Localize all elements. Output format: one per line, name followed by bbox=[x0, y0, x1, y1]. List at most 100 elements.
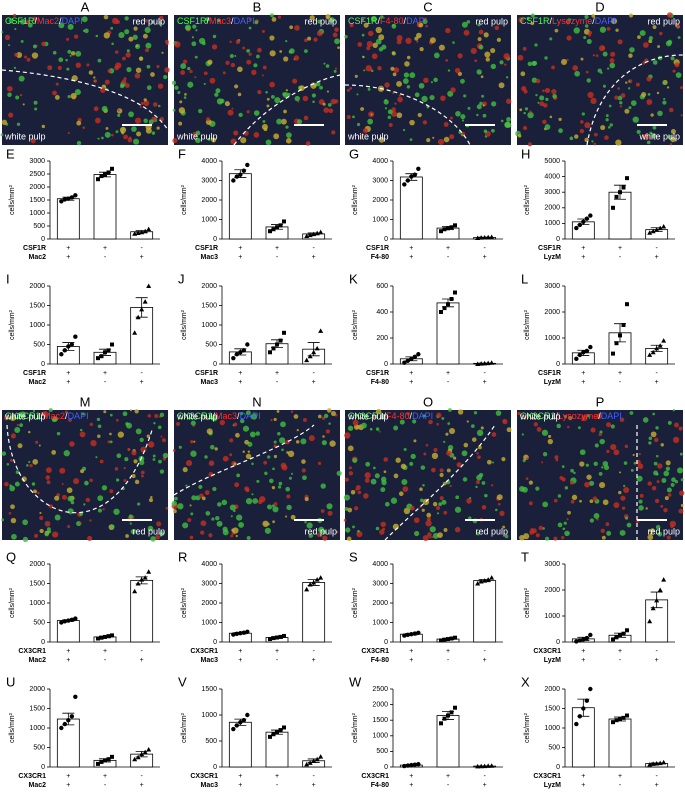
data-point bbox=[311, 758, 317, 763]
data-point bbox=[402, 763, 407, 769]
marker-sign: - bbox=[447, 379, 450, 386]
data-point bbox=[238, 720, 243, 725]
y-axis-label: cells/mm² bbox=[352, 309, 359, 340]
cell bbox=[246, 536, 251, 540]
cell bbox=[494, 25, 500, 31]
y-tick-label: 2000 bbox=[201, 197, 217, 204]
data-point bbox=[106, 170, 111, 175]
marker-sign: + bbox=[238, 379, 242, 386]
marker-name: CSF1R bbox=[538, 245, 561, 252]
micrograph-bg bbox=[174, 15, 340, 145]
cell bbox=[88, 70, 94, 75]
cell bbox=[436, 512, 440, 515]
cell bbox=[264, 471, 268, 476]
cell bbox=[663, 470, 670, 477]
cell bbox=[194, 55, 198, 59]
cell bbox=[143, 100, 150, 107]
data-point bbox=[96, 636, 100, 641]
marker-sign: - bbox=[483, 648, 486, 655]
cell bbox=[54, 495, 60, 501]
cell bbox=[61, 494, 67, 500]
cell bbox=[246, 48, 251, 53]
marker-name: CSF1R bbox=[23, 245, 46, 252]
data-point bbox=[574, 639, 579, 644]
cell bbox=[387, 109, 393, 115]
marker-sign: - bbox=[140, 245, 143, 252]
cell bbox=[224, 101, 230, 107]
cell bbox=[45, 475, 51, 480]
marker-sign: + bbox=[140, 657, 144, 664]
cell bbox=[656, 91, 660, 95]
cell bbox=[14, 427, 21, 433]
cell bbox=[393, 473, 399, 479]
cell bbox=[535, 533, 540, 538]
separator: / bbox=[213, 411, 216, 421]
marker-sign: + bbox=[103, 245, 107, 252]
cell bbox=[421, 508, 425, 512]
data-point bbox=[449, 225, 454, 230]
cell bbox=[461, 133, 464, 137]
cell bbox=[208, 533, 213, 538]
data-point bbox=[282, 725, 286, 730]
data-point bbox=[442, 716, 447, 721]
cell bbox=[97, 58, 102, 63]
data-point bbox=[611, 720, 615, 725]
data-point bbox=[59, 725, 64, 731]
cell bbox=[82, 126, 85, 129]
cell bbox=[657, 463, 663, 469]
cell bbox=[266, 504, 273, 510]
data-point bbox=[96, 761, 100, 766]
data-point bbox=[304, 761, 310, 767]
cell bbox=[593, 461, 598, 467]
cell bbox=[237, 92, 242, 97]
cell bbox=[445, 27, 451, 34]
cell bbox=[48, 408, 53, 413]
separator: / bbox=[384, 411, 387, 421]
y-tick-label: 1000 bbox=[544, 613, 560, 620]
cell bbox=[157, 104, 161, 108]
cell bbox=[150, 495, 153, 499]
cell bbox=[145, 42, 152, 49]
marker-name: CSF1R bbox=[366, 245, 389, 252]
stain-name: CX3CR1 bbox=[5, 411, 41, 421]
cell bbox=[638, 499, 643, 504]
cell bbox=[491, 484, 494, 487]
cell bbox=[269, 81, 275, 88]
cell bbox=[334, 27, 339, 32]
marker-sign: - bbox=[447, 657, 450, 664]
cell bbox=[370, 478, 377, 485]
stain-name: CSF1R bbox=[5, 16, 35, 26]
cell bbox=[204, 490, 210, 495]
y-axis-label: cells/mm² bbox=[352, 184, 359, 215]
marker-name: Mac2 bbox=[28, 782, 46, 789]
data-point bbox=[618, 333, 622, 338]
cell bbox=[403, 72, 410, 78]
stain-name: DAPI bbox=[406, 16, 427, 26]
cell bbox=[73, 478, 80, 485]
cell bbox=[257, 47, 262, 53]
marker-sign: + bbox=[581, 773, 585, 780]
cell bbox=[285, 89, 288, 92]
marker-sign: + bbox=[312, 379, 316, 386]
cell bbox=[665, 466, 671, 471]
data-point bbox=[311, 349, 317, 355]
data-point bbox=[282, 219, 286, 224]
cell bbox=[557, 494, 562, 498]
cell bbox=[273, 417, 277, 422]
cell bbox=[100, 87, 106, 93]
y-tick-label: 1500 bbox=[29, 580, 45, 587]
cell bbox=[443, 122, 449, 127]
cell bbox=[57, 65, 62, 70]
cell bbox=[334, 38, 340, 45]
cell bbox=[320, 483, 326, 489]
cell bbox=[601, 466, 604, 469]
cell bbox=[96, 417, 101, 422]
cell bbox=[277, 15, 282, 19]
cell bbox=[457, 409, 464, 415]
cell bbox=[171, 80, 177, 85]
cell bbox=[579, 461, 585, 467]
cell bbox=[4, 34, 11, 41]
data-point bbox=[475, 235, 481, 241]
cell bbox=[391, 51, 396, 55]
cell bbox=[521, 433, 524, 436]
